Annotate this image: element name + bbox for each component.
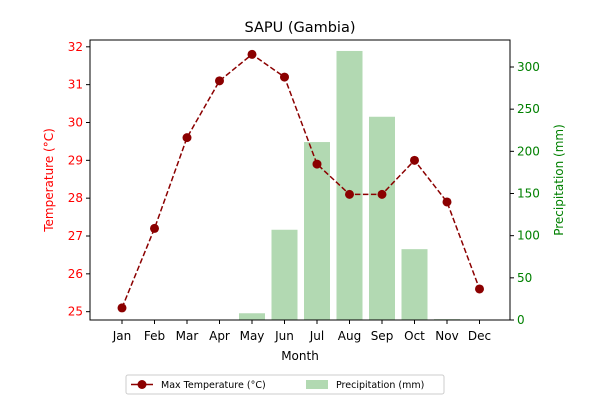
precipitation-bar-aug	[336, 50, 363, 320]
right-tick-label-200: 200	[517, 144, 540, 158]
temperature-point-oct	[410, 155, 419, 165]
precipitation-bar-oct	[401, 249, 428, 320]
x-tick-label-nov: Nov	[435, 329, 458, 343]
temperature-line	[121, 53, 481, 309]
left-axis: 25 26 27 28 29 30 31 32	[68, 40, 90, 319]
temperature-point-nov	[442, 197, 452, 207]
x-tick-label-may: May	[240, 329, 265, 343]
x-tick-label-aug: Aug	[338, 329, 361, 343]
right-tick-label-100: 100	[517, 229, 540, 243]
left-tick-label-31: 31	[68, 78, 83, 92]
x-tick-label-apr: Apr	[209, 329, 230, 343]
legend-label-precipitation: Precipitation (mm)	[336, 380, 424, 391]
temperature-point-jun	[280, 72, 289, 82]
x-tick-label-sep: Sep	[371, 329, 394, 343]
chart-title: SAPU (Gambia)	[244, 20, 355, 36]
temperature-point-sep	[377, 189, 387, 199]
legend: Max Temperature (°C) Precipitation (mm)	[125, 374, 445, 395]
temperature-point-mar	[182, 133, 192, 143]
temperature-point-jul	[312, 159, 322, 169]
temperature-point-may	[247, 49, 257, 59]
right-axis: 0 50 100 150 200 250 300	[510, 60, 540, 327]
x-axis: Jan Feb Mar Apr May Jun Jul Aug Sep Oct Nov Dec	[112, 320, 491, 343]
legend-label-temperature: Max Temperature (°C)	[161, 380, 266, 391]
right-tick-label-50: 50	[517, 271, 532, 285]
plot-frame	[89, 39, 511, 321]
x-tick-label-jan: Jan	[112, 329, 132, 343]
temperature-point-feb	[150, 223, 159, 233]
x-tick-label-mar: Mar	[176, 329, 199, 343]
left-tick-label-28: 28	[68, 191, 83, 205]
x-tick-label-jun: Jun	[274, 329, 294, 343]
right-tick-label-0: 0	[517, 313, 525, 327]
x-tick-label-dec: Dec	[468, 329, 491, 343]
x-tick-label-jul: Jul	[309, 329, 324, 343]
x-tick-label-oct: Oct	[404, 329, 425, 343]
left-tick-label-25: 25	[68, 305, 83, 319]
legend-bar-swatch	[306, 380, 328, 389]
temperature-point-apr	[215, 76, 224, 86]
x-axis-label: Month	[281, 349, 319, 363]
temperature-line-series	[117, 49, 484, 313]
precipitation-bar-may	[239, 313, 265, 320]
temperature-point-dec	[475, 284, 484, 294]
legend-frame	[125, 374, 445, 395]
left-tick-label-26: 26	[68, 267, 83, 281]
right-axis-label: Precipitation (mm)	[552, 124, 566, 236]
right-tick-label-150: 150	[517, 186, 540, 200]
precipitation-bars	[239, 50, 460, 321]
precipitation-bar-sep	[369, 116, 395, 321]
precipitation-bar-jun	[271, 229, 298, 320]
precipitation-bar-jul	[304, 142, 330, 320]
left-tick-label-32: 32	[68, 40, 83, 54]
left-tick-label-30: 30	[68, 115, 83, 129]
right-tick-label-250: 250	[517, 102, 540, 116]
left-axis-label: Temperature (°C)	[42, 128, 56, 233]
temperature-point-jan	[117, 303, 127, 313]
right-tick-label-300: 300	[517, 60, 540, 74]
left-tick-label-29: 29	[68, 153, 83, 167]
legend-marker-swatch	[137, 380, 147, 389]
temperature-point-aug	[345, 189, 354, 199]
x-tick-label-feb: Feb	[144, 329, 165, 343]
left-tick-label-27: 27	[68, 229, 83, 243]
